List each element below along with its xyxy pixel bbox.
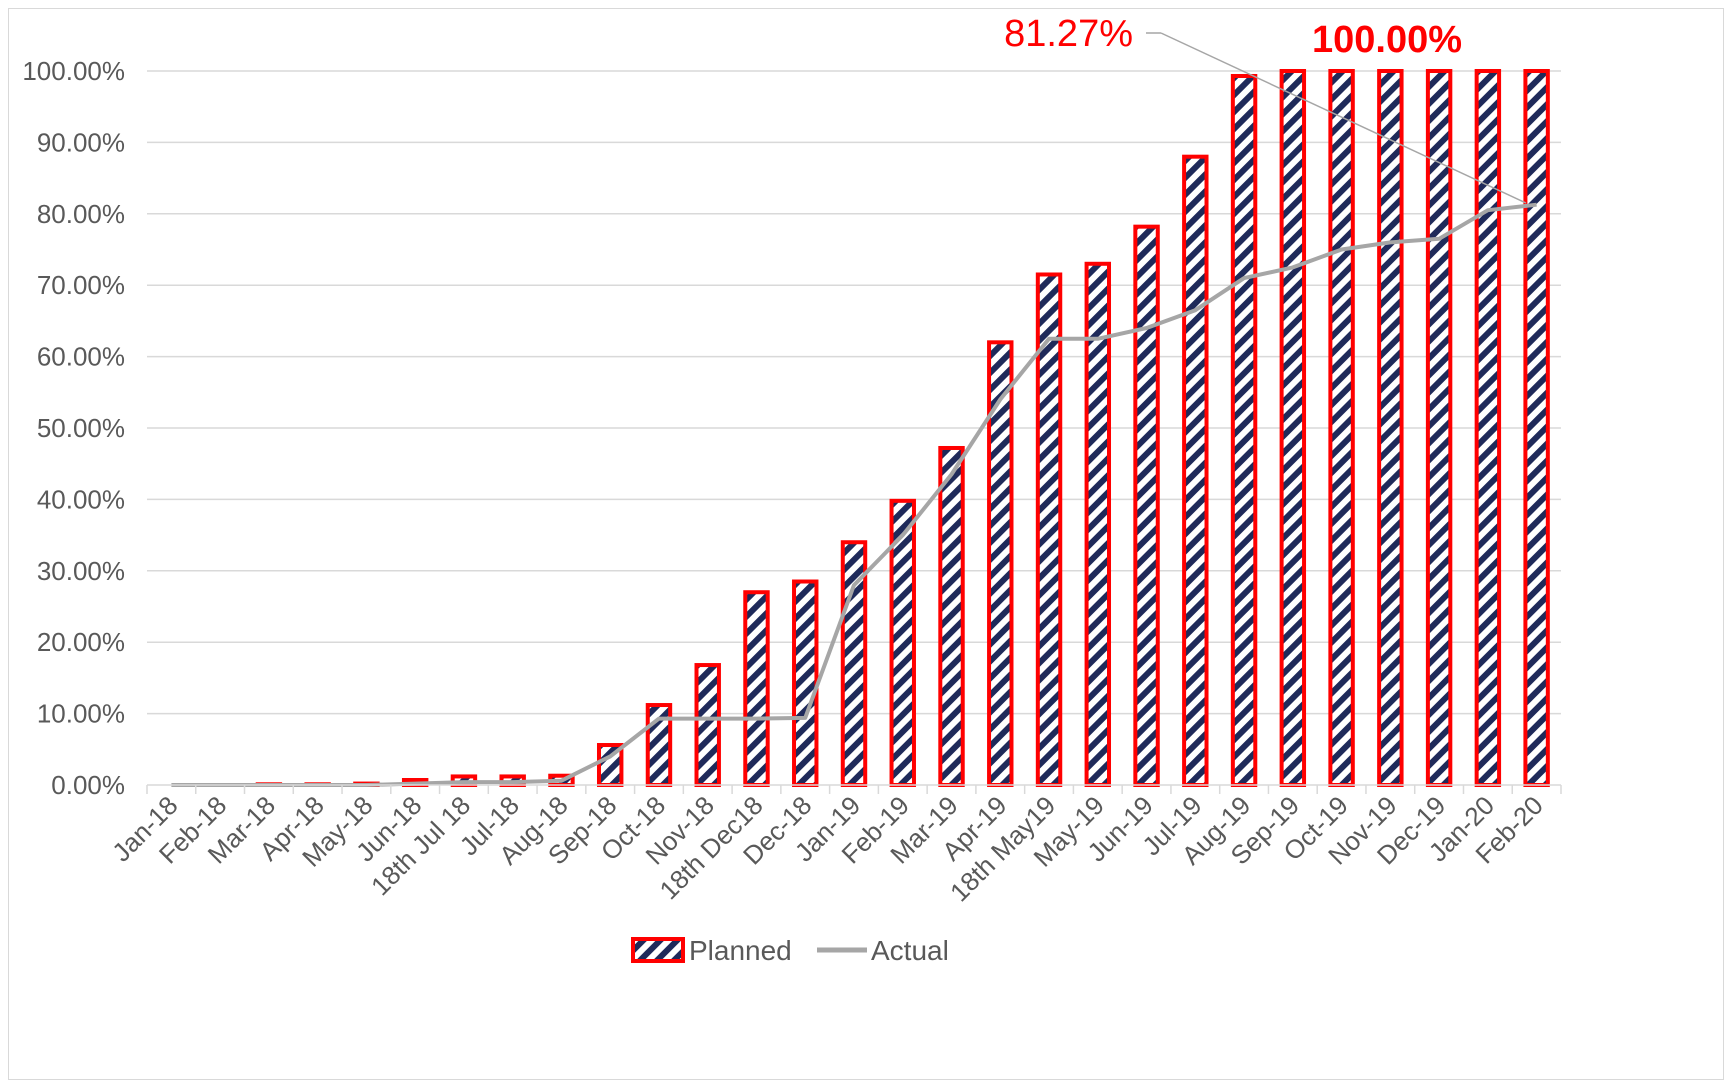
y-tick-labels: 0.00% 10.00% 20.00% 30.00% 40.00% 50.00% 60.00… xyxy=(22,56,125,800)
planned-bar xyxy=(1474,69,1502,787)
planned-bar xyxy=(1084,261,1112,787)
y-tick-label: 80.00% xyxy=(37,199,125,229)
annotation-leader-line xyxy=(1160,32,1527,204)
legend-swatch-planned xyxy=(631,937,685,963)
planned-bar xyxy=(938,445,965,787)
annotation-actual-final: 81.27% xyxy=(1004,13,1133,55)
y-tick-label: 50.00% xyxy=(37,413,125,443)
planned-bar xyxy=(792,579,819,788)
y-tick-label: 60.00% xyxy=(37,342,125,372)
y-tick-label: 0.00% xyxy=(51,770,125,800)
y-tick-label: 100.00% xyxy=(22,56,125,86)
y-tick-label: 40.00% xyxy=(37,484,125,514)
axes xyxy=(146,784,1562,794)
planned-bar xyxy=(1328,69,1355,787)
chart: 0.00% 10.00% 20.00% 30.00% 40.00% 50.00% 60.00… xyxy=(22,13,1562,966)
planned-bars xyxy=(255,69,1550,788)
legend-label-planned: Planned xyxy=(689,935,792,966)
planned-bar xyxy=(1279,69,1307,787)
planned-bar xyxy=(1425,69,1453,787)
legend: Planned Actual xyxy=(631,935,949,966)
actual-line xyxy=(171,202,1537,787)
planned-bar xyxy=(743,590,770,787)
y-tick-label: 30.00% xyxy=(37,556,125,586)
x-tick-labels: Jan-18Feb-18Mar-18Apr-18May-18Jun-1818th… xyxy=(106,790,1549,907)
annotation-planned-final: 100.00% xyxy=(1312,19,1462,61)
planned-bar xyxy=(1182,154,1209,787)
planned-bar xyxy=(694,663,721,787)
planned-bar xyxy=(1523,69,1550,787)
y-tick-label: 90.00% xyxy=(37,127,125,157)
actual-line-group xyxy=(171,202,1537,787)
y-tick-label: 70.00% xyxy=(37,270,125,300)
legend-label-actual: Actual xyxy=(871,935,949,966)
y-tick-label: 20.00% xyxy=(37,627,125,657)
chart-frame: 0.00% 10.00% 20.00% 30.00% 40.00% 50.00% 60.00… xyxy=(8,8,1724,1080)
planned-bar xyxy=(1133,224,1160,788)
y-tick-label: 10.00% xyxy=(37,699,125,729)
gridlines xyxy=(147,70,1561,715)
planned-bar xyxy=(1377,69,1404,787)
planned-bar xyxy=(1230,73,1258,788)
